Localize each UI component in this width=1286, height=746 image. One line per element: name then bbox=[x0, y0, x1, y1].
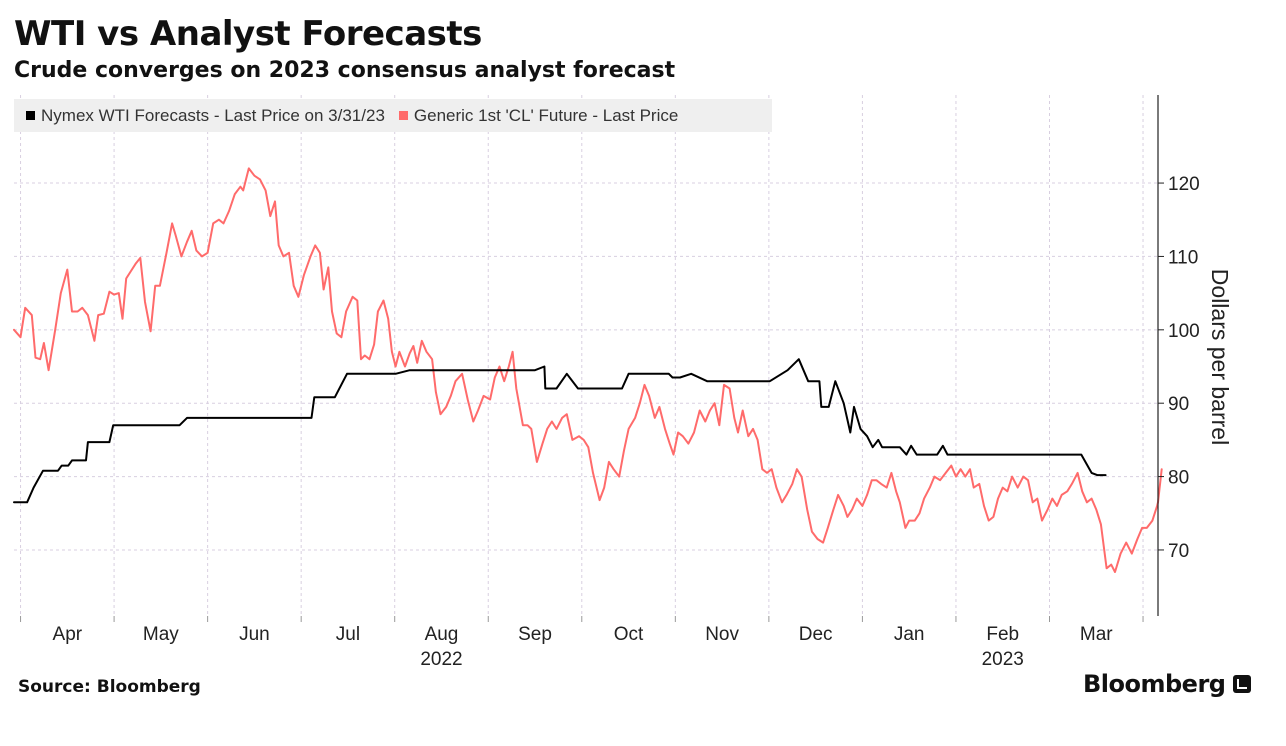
y-tick-label: 90 bbox=[1168, 394, 1189, 415]
x-tick-label: Sep bbox=[518, 624, 552, 645]
x-tick-label: Jan bbox=[894, 624, 925, 645]
legend-swatch-forecast bbox=[26, 111, 35, 120]
brand-name: Bloomberg bbox=[1083, 670, 1226, 698]
bloomberg-logo: Bloomberg bbox=[1083, 670, 1252, 698]
series-line-forecast bbox=[13, 358, 1107, 504]
legend-label-forecast: Nymex WTI Forecasts - Last Price on 3/31… bbox=[41, 105, 385, 125]
x-tick-label: Feb bbox=[986, 624, 1019, 645]
y-tick-label: 110 bbox=[1168, 247, 1198, 268]
x-tick-label: Jun bbox=[239, 624, 270, 645]
y-tick-label: 80 bbox=[1168, 468, 1189, 489]
grid-lines bbox=[14, 95, 1158, 616]
x-year-label: 2022 bbox=[420, 649, 462, 670]
x-tick-label: Apr bbox=[53, 624, 83, 645]
x-tick-label: Oct bbox=[614, 624, 644, 645]
x-tick-label: May bbox=[143, 624, 179, 645]
x-year-label: 2023 bbox=[982, 649, 1024, 670]
x-tick-label: Dec bbox=[799, 624, 833, 645]
legend-item-future: Generic 1st 'CL' Future - Last Price bbox=[398, 105, 679, 126]
y-tick-label: 70 bbox=[1168, 541, 1189, 562]
legend: Nymex WTI Forecasts - Last Price on 3/31… bbox=[14, 99, 772, 132]
legend-swatch-future bbox=[398, 111, 408, 120]
y-tick-label: 100 bbox=[1168, 321, 1200, 342]
series-layer bbox=[13, 167, 1163, 573]
axes: 70 80 90 100 110 120 Apr May Jun Jul Aug Sep Oct Nov D… bbox=[20, 95, 1200, 670]
x-tick-label: Aug bbox=[425, 624, 459, 645]
x-tick-label: Jul bbox=[336, 624, 360, 645]
x-tick-label: Mar bbox=[1080, 624, 1113, 645]
legend-item-forecast: Nymex WTI Forecasts - Last Price on 3/31… bbox=[26, 106, 385, 126]
y-axis-label: Dollars per barrel bbox=[1207, 269, 1233, 445]
bloomberg-terminal-icon bbox=[1233, 675, 1252, 693]
source-note: Source: Bloomberg bbox=[18, 677, 201, 697]
y-tick-label: 120 bbox=[1168, 174, 1200, 195]
series-line-future bbox=[13, 167, 1163, 573]
legend-label-future: Generic 1st 'CL' Future - Last Price bbox=[413, 105, 679, 125]
chart-subtitle: Crude converges on 2023 consensus analys… bbox=[14, 58, 676, 83]
x-tick-label: Nov bbox=[705, 624, 739, 645]
chart-title: WTI vs Analyst Forecasts bbox=[14, 14, 482, 54]
